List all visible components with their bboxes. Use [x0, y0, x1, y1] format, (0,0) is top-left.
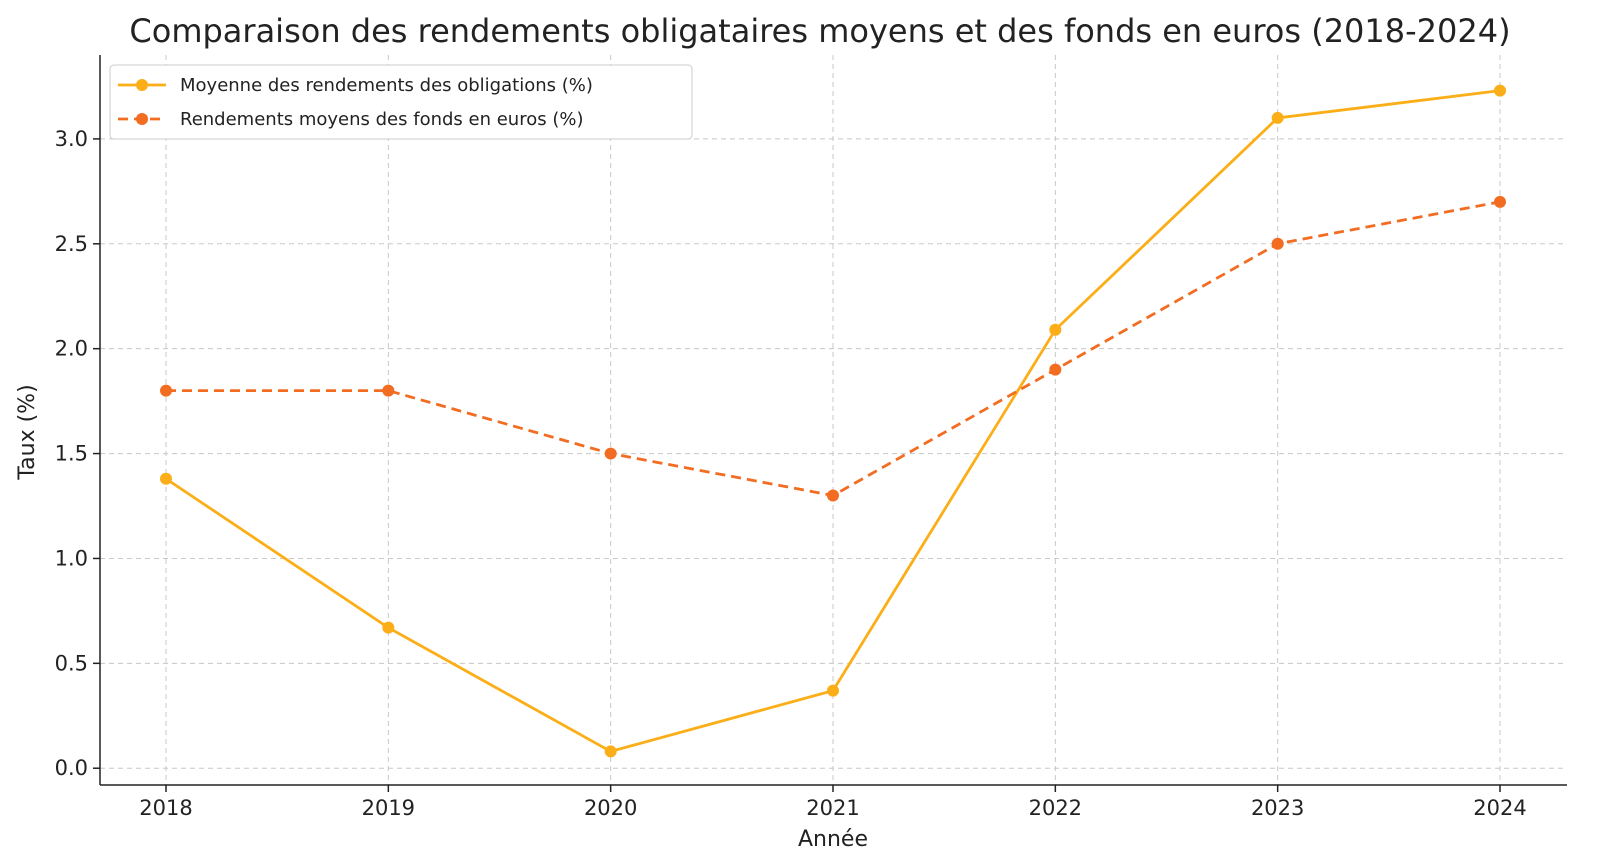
series-1 — [160, 84, 1506, 758]
chart-title: Comparaison des rendements obligataires … — [129, 12, 1510, 50]
data-point — [1271, 237, 1284, 250]
data-point — [1049, 363, 1062, 376]
x-tick-label: 2023 — [1251, 796, 1304, 820]
data-point — [382, 621, 395, 634]
data-point — [160, 384, 172, 397]
data-point — [1049, 323, 1062, 336]
data-point — [604, 745, 617, 758]
y-tick-label: 1.5 — [55, 442, 88, 466]
data-point — [1494, 84, 1506, 97]
data-point — [160, 472, 172, 485]
data-point — [604, 447, 617, 460]
x-tick-label: 2018 — [139, 796, 192, 820]
data-point — [827, 489, 839, 502]
grid — [100, 55, 1567, 785]
series-layer — [160, 84, 1506, 758]
series-2 — [160, 195, 1506, 502]
data-point — [1494, 195, 1506, 208]
x-tick-label: 2022 — [1029, 796, 1082, 820]
data-point — [1271, 111, 1284, 124]
y-tick-label: 2.0 — [55, 337, 88, 361]
y-tick-label: 2.5 — [55, 232, 88, 256]
data-point — [827, 684, 839, 697]
y-tick-label: 3.0 — [55, 127, 88, 151]
y-axis-ticks: 0.0 0.5 1.0 1.5 2.0 2.5 3.0 — [55, 127, 100, 780]
legend-box — [109, 64, 693, 140]
data-point — [382, 384, 395, 397]
legend-swatch-marker — [136, 113, 148, 125]
y-tick-label: 1.0 — [55, 546, 88, 570]
x-tick-label: 2021 — [806, 796, 859, 820]
x-tick-label: 2024 — [1473, 796, 1526, 820]
y-tick-label: 0.5 — [55, 651, 88, 675]
legend-label: Rendements moyens des fonds en euros (%) — [180, 109, 583, 130]
x-axis-ticks: 2018 2019 2020 2021 2022 2023 2024 — [139, 785, 1527, 820]
x-tick-label: 2020 — [584, 796, 637, 820]
legend-swatch-marker — [136, 79, 148, 91]
x-tick-label: 2019 — [362, 796, 415, 820]
legend: Moyenne des rendements des obligations (… — [109, 64, 693, 140]
legend-label: Moyenne des rendements des obligations (… — [180, 75, 593, 96]
x-axis-label: Année — [798, 827, 868, 852]
y-axis-label: Taux (%) — [15, 384, 40, 480]
y-tick-label: 0.0 — [55, 756, 88, 780]
